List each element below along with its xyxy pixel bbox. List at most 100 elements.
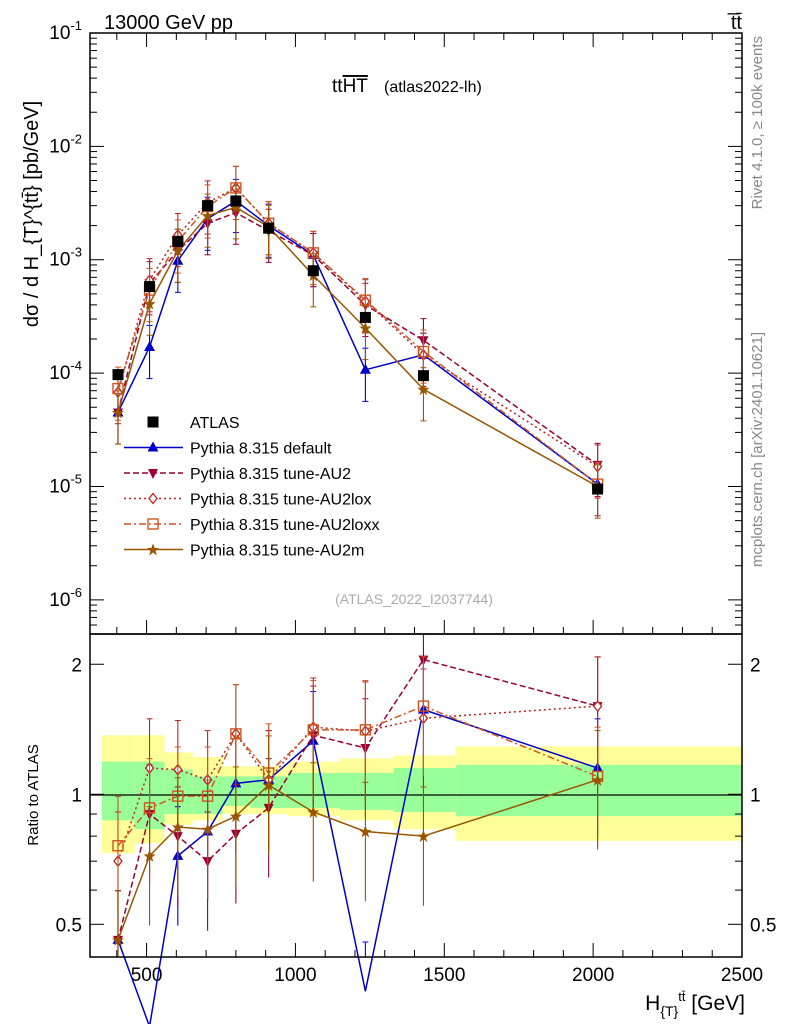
ratio-point-au2loxx — [230, 728, 242, 740]
legend-marker — [147, 441, 159, 452]
ratio-y-tick-label-right: 2 — [750, 655, 761, 676]
series-line-default — [117, 200, 599, 485]
ratio-point-au2loxx — [112, 840, 124, 852]
tick-base: 10 — [49, 476, 70, 497]
series-line-au2loxx — [117, 186, 599, 485]
series-au2 — [112, 190, 603, 498]
tick-exponent: -2 — [70, 131, 82, 146]
ratio-point-au2m — [307, 805, 320, 818]
band-inner — [340, 773, 394, 810]
analysis-id: (ATLAS_2022_I2037744) — [335, 591, 493, 607]
legend-label: Pythia 8.315 tune-AU2lox — [190, 492, 371, 509]
tick-exponent: -5 — [70, 471, 82, 486]
main-y-tick-label: 10-4 — [49, 358, 82, 384]
legend: ATLAS Pythia 8.315 default Pythia 8.315 tu… — [124, 415, 379, 560]
tick-base: 10 — [49, 23, 70, 44]
data-point — [112, 369, 124, 381]
ratio-y-tick-label: 0.5 — [56, 915, 82, 936]
legend-marker — [147, 416, 159, 428]
main-plot: ttHT (atlas2022-lh) (ATLAS_2022_I2037744… — [21, 18, 743, 635]
ratio-point-au2m — [359, 825, 372, 838]
tick-exponent: -1 — [70, 18, 82, 33]
ratio-point-au2loxx — [307, 724, 319, 736]
ratio-point-au2m — [229, 810, 242, 823]
series-line-au2m — [117, 206, 598, 488]
mcplots-label: mcplots.cern.ch [arXiv:2401.10621] — [749, 332, 766, 567]
series-au2loxx — [112, 165, 604, 517]
tick-exponent: -4 — [70, 358, 82, 373]
tick-base: 10 — [49, 590, 70, 611]
ratio-y-tick-label: 1 — [71, 785, 82, 806]
ratio-point-au2m — [262, 779, 275, 792]
point-au2m — [417, 383, 430, 396]
data-point — [307, 265, 319, 277]
point-au2loxx — [359, 294, 372, 306]
point-au2m — [171, 244, 184, 257]
x-tick-label: 1500 — [423, 965, 465, 986]
ratio-series — [111, 633, 604, 1024]
point-au2m — [201, 209, 214, 222]
data-point — [263, 222, 275, 234]
data-point — [359, 311, 371, 323]
data-point — [417, 370, 429, 382]
ratio-point-au2m — [143, 849, 156, 862]
point-au2m — [229, 201, 242, 214]
main-y-tick-label: 10-5 — [49, 471, 82, 497]
y-axis-label: dσ / d H_{T}^{tt̄} [pb/GeV] — [21, 101, 43, 327]
x-tick-label: 1000 — [274, 965, 316, 986]
data-point — [202, 200, 214, 212]
ratio-line-au2loxx — [117, 705, 598, 847]
ratio-point-au2m — [171, 820, 184, 833]
main-ticks: 10-610-510-410-310-210-1 — [49, 18, 743, 635]
data-point — [172, 235, 184, 247]
band-inner — [456, 764, 742, 817]
legend-marker — [148, 469, 158, 479]
main-y-tick-label: 10-2 — [49, 131, 82, 157]
legend-label: Pythia 8.315 tune-AU2loxx — [190, 517, 379, 534]
header-right: t̅t̄ — [727, 12, 742, 34]
legend-marker — [147, 543, 159, 556]
point-default — [144, 340, 156, 351]
point-au2m — [143, 297, 156, 310]
rivet-label: Rivet 4.1.0, ≥ 100k events — [749, 36, 766, 209]
point-au2m — [111, 406, 124, 419]
plot-title-ht: HT — [343, 76, 369, 97]
main-y-tick-label: 10-6 — [49, 585, 82, 611]
tick-base: 10 — [49, 363, 70, 384]
legend-label: Pythia 8.315 tune-AU2 — [190, 466, 351, 483]
tick-base: 10 — [49, 250, 70, 271]
data-point — [592, 483, 604, 495]
x-tick-label: 2000 — [572, 965, 614, 986]
ratio-line-au2 — [117, 658, 598, 941]
band-inner — [164, 769, 193, 815]
series-default — [112, 178, 604, 517]
series-atlas — [112, 195, 604, 495]
legend-marker — [147, 518, 159, 530]
x-tick-label: 2500 — [721, 965, 763, 986]
tick-exponent: -6 — [70, 585, 82, 600]
legend-label: Pythia 8.315 tune-AU2m — [190, 543, 364, 560]
ratio-point-au2m — [111, 933, 124, 946]
x-axis-unit: [GeV] — [685, 992, 745, 1015]
main-frame — [89, 32, 743, 635]
ratio-point-au2m — [417, 830, 430, 843]
data-point — [230, 195, 242, 207]
plot-title-note: (atlas2022-lh) — [384, 79, 482, 96]
tick-base: 10 — [49, 136, 70, 157]
x-axis-sub: {T} — [660, 1003, 678, 1019]
ratio-line-default — [117, 708, 598, 1024]
ratio-y-tick-label: 2 — [71, 655, 82, 676]
legend-label: Pythia 8.315 default — [190, 441, 332, 458]
ratio-axis-label: Ratio to ATLAS — [25, 744, 42, 845]
x-axis-sup: tt̄ — [678, 989, 686, 1004]
point-au2loxx — [417, 345, 430, 358]
data-point — [144, 281, 156, 293]
tick-exponent: -3 — [70, 245, 82, 260]
ratio-plot: 0.5 0.51 12 2500 1000 1500 2000 2500 Ratio to A… — [25, 633, 776, 1024]
ratio-bands — [101, 735, 742, 854]
main-series — [111, 165, 604, 519]
legend-marker — [148, 492, 158, 505]
ratio-point-au2loxx — [417, 700, 430, 712]
point-default — [359, 363, 371, 374]
